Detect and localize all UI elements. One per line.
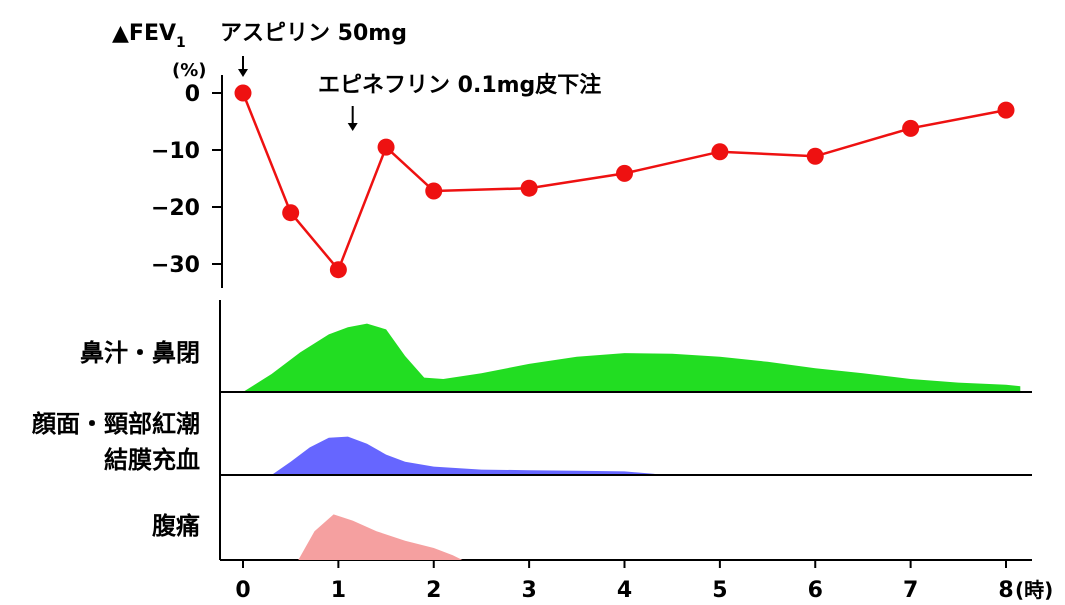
fev1-point	[377, 138, 395, 156]
y-axis-title-subscript: 1	[176, 35, 186, 51]
fev1-point	[902, 119, 920, 137]
fev1-point	[329, 261, 347, 279]
y-axis-unit: (%)	[172, 60, 207, 81]
symptom-panels	[219, 300, 1032, 561]
x-tick-label: 6	[808, 578, 823, 603]
y-axis-title: ▲FEV1	[112, 21, 186, 51]
symptom-area-2	[298, 514, 463, 560]
symptom-area-0	[243, 323, 1021, 392]
y-tick-label: −20	[151, 196, 200, 221]
x-tick-label: 8	[998, 578, 1013, 603]
fev1-series	[234, 56, 1015, 279]
x-tick-label: 7	[903, 578, 918, 603]
y-tick-label: 0	[185, 82, 200, 107]
x-tick-label: 5	[712, 578, 727, 603]
x-ticks: 0 1 2 3 4 5 6 7 8	[235, 560, 1014, 603]
fev1-point	[806, 147, 824, 165]
fev1-point	[711, 143, 729, 161]
row-label-nasal: 鼻汁・鼻閉	[80, 339, 200, 367]
y-axis-title-main: ▲FEV	[112, 21, 176, 46]
aspirin-arrow-head	[238, 69, 248, 77]
x-axis-unit: (時)	[1015, 578, 1053, 602]
row-label-flush-line1: 顔面・頸部紅潮	[31, 410, 200, 438]
fev1-point	[234, 84, 252, 102]
fev1-point	[520, 179, 538, 197]
symptom-area-1	[271, 436, 663, 475]
x-tick-label: 2	[426, 578, 441, 603]
y-tick-label: −30	[151, 253, 200, 278]
x-tick-label: 1	[331, 578, 346, 603]
x-tick-label: 4	[617, 578, 632, 603]
annotation-aspirin-label: アスピリン 50mg	[220, 21, 407, 46]
row-label-flush-line2: 結膜充血	[104, 446, 200, 474]
epinephrine-arrow-head	[347, 123, 358, 131]
y-ticks: 0 −10 −20 −30	[151, 82, 222, 278]
fev1-point	[997, 101, 1015, 119]
y-tick-label: −10	[151, 139, 200, 164]
fev1-point	[616, 164, 633, 182]
x-tick-label: 0	[235, 578, 250, 603]
x-tick-label: 3	[521, 578, 536, 603]
annotation-epinephrine-label: エピネフリン 0.1mg皮下注	[318, 72, 601, 98]
fev1-point	[425, 182, 443, 200]
fev1-point	[282, 204, 300, 222]
row-label-abdominal: 腹痛	[152, 512, 200, 540]
